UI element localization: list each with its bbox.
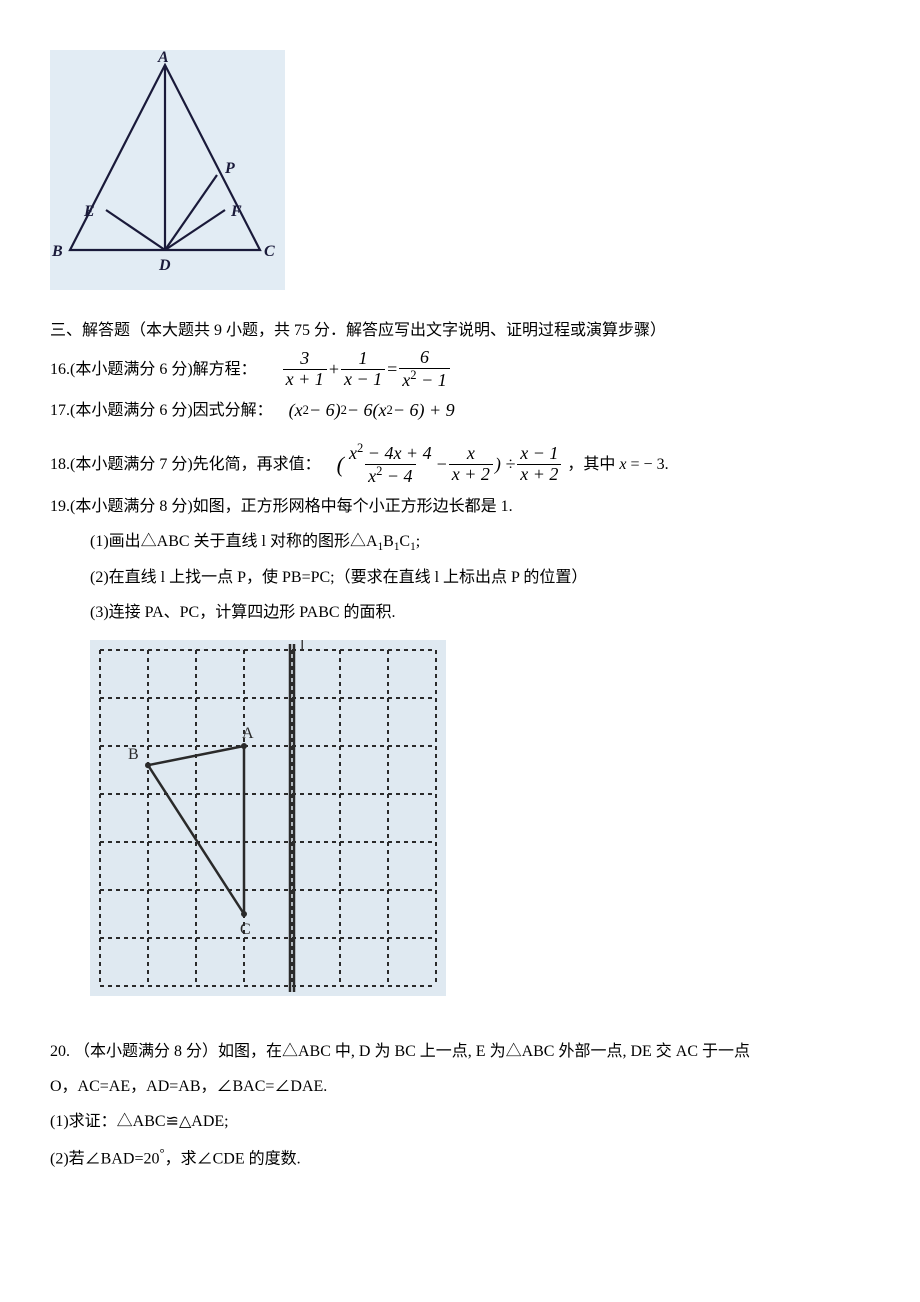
question-19-line1: 19.(本小题满分 8 分)如图，正方形网格中每个小正方形边长都是 1. [50,489,870,524]
q20-s2-a: (2)若∠BAD=20 [50,1150,159,1167]
q17-b: − 6) [309,391,341,431]
question-19-sub1: (1)画出△ABC 关于直线 l 对称的图形△A1B1C1; [50,524,870,560]
q16-equation: 3x + 1 + 1x − 1 = 6x2 − 1 [281,348,452,391]
q18-rp: ) ÷ [495,445,515,485]
q18-suffix-var: x [619,447,626,482]
q18-f2-den: x + 2 [449,464,493,485]
svg-text:B: B [51,243,63,260]
svg-text:A: A [157,50,169,66]
q18-prefix: 18.(本小题满分 7 分)先化简，再求值： [50,447,321,482]
question-20-line2: O，AC=AE，AD=AB，∠BAC=∠DAE. [50,1069,870,1104]
q18-f1-num-a: x [349,443,357,463]
q18-lp: ( [337,441,344,489]
q17-prefix: 17.(本小题满分 6 分)因式分解： [50,393,273,428]
q16-f1-num: 3 [297,349,312,369]
q18-expression: ( x2 − 4x + 4 x2 − 4 − xx + 2 ) ÷ x − 1x… [337,441,564,489]
figure-grid: l A B C [50,640,870,1023]
question-20-line1: 20. （本小题满分 8 分）如图，在△ABC 中, D 为 BC 上一点, E… [50,1034,870,1069]
q18-suffix1: ，其中 [567,447,615,482]
q19-s1-a: (1)画出△ABC 关于直线 l 对称的图形△A [90,533,378,550]
question-18: 18.(本小题满分 7 分)先化简，再求值： ( x2 − 4x + 4 x2 … [50,441,870,489]
svg-text:C: C [264,243,275,260]
figure-triangle: A B C D E F P [50,50,870,303]
triangle-svg: A B C D E F P [50,50,285,290]
q18-f2-num: x [464,444,478,464]
question-20-sub2: (2)若∠BAD=20°，求∠CDE 的度数. [50,1139,870,1177]
svg-text:F: F [230,203,242,220]
question-19-sub2: (2)在直线 l 上找一点 P，使 PB=PC;（要求在直线 l 上标出点 P … [50,560,870,595]
svg-text:C: C [240,921,251,938]
q16-f3-den: x2 − 1 [399,368,449,391]
q16-f3-den-b: − 1 [417,370,447,390]
grid-svg: l A B C [90,640,470,1010]
q20-s2-b: ，求∠CDE 的度数. [165,1150,301,1167]
q16-f3-num: 6 [417,348,432,368]
q17-c: − 6(x [347,391,387,431]
section-3-title: 三、解答题（本大题共 9 小题，共 75 分．解答应写出文字说明、证明过程或演算… [50,313,870,348]
svg-text:A: A [242,725,254,742]
q18-f1-num: x2 − 4x + 4 [346,442,435,464]
q18-f3-num: x − 1 [517,444,561,464]
svg-text:E: E [83,203,95,220]
q18-suffix2: = − 3. [631,447,669,482]
q19-s1-c: C [399,533,410,550]
question-17: 17.(本小题满分 6 分)因式分解： (x2 − 6)2 − 6(x2 − 6… [50,391,870,431]
question-19-sub3: (3)连接 PA、PC，计算四边形 PABC 的面积. [50,595,870,630]
svg-text:B: B [128,747,139,764]
q16-f1-den: x + 1 [283,369,327,390]
q19-s1-d: ; [416,533,420,550]
q17-expression: (x2 − 6)2 − 6(x2 − 6) + 9 [289,391,455,431]
q18-f1-num-b: − 4x + 4 [363,443,431,463]
q17-d: − 6) + 9 [393,391,455,431]
q18-f1-den: x2 − 4 [365,464,415,487]
question-16: 16.(本小题满分 6 分)解方程： 3x + 1 + 1x − 1 = 6x2… [50,348,870,391]
q18-f1-den-a: x [368,466,376,486]
svg-text:D: D [158,257,171,274]
q18-minus: − [437,445,447,485]
svg-text:l: l [300,640,305,654]
q16-f2-num: 1 [356,349,371,369]
q18-f1-den-b: − 4 [382,466,412,486]
q19-s1-b: B [383,533,394,550]
q17-a: (x [289,391,303,431]
q16-f2-den: x − 1 [341,369,385,390]
q18-f3-den: x + 2 [517,464,561,485]
svg-text:P: P [224,160,235,177]
q16-eq: = [387,350,397,390]
question-20-sub1: (1)求证：△ABC≌△ADE; [50,1104,870,1139]
q16-plus: + [329,350,339,390]
q16-prefix: 16.(本小题满分 6 分)解方程： [50,352,257,387]
